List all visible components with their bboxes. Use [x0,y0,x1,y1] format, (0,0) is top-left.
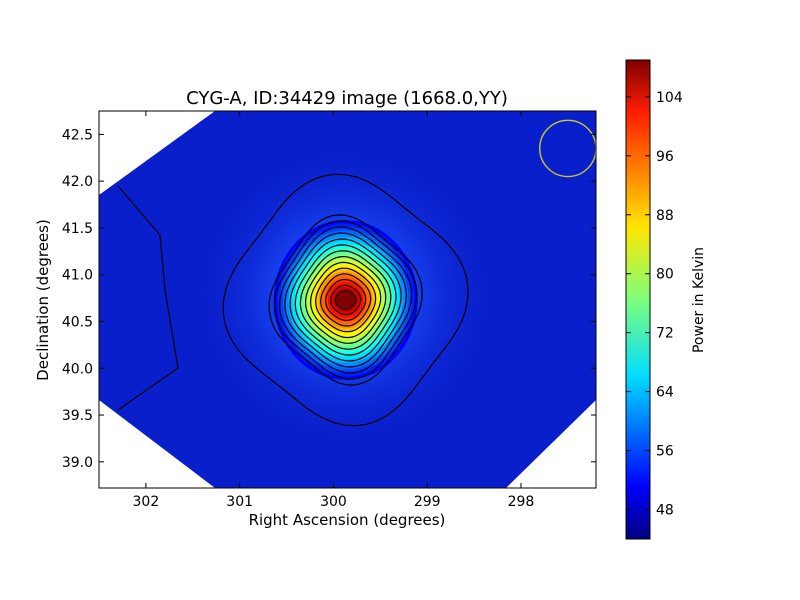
colorbar-frame [625,59,651,540]
plot-area: 302 301 300 299 298 39.0 39.5 40.0 40.5 41.0 41.5… [62,110,597,510]
contour-line [284,232,408,368]
x-axis-label: Right Ascension (degrees) [249,511,446,529]
contour-line [299,250,392,350]
contour-line [268,214,423,386]
heat-band [336,291,355,308]
y-tick-label: 39.5 [62,408,93,424]
colorbar-tick-label: 80 [656,267,674,283]
y-tick-label: 41.5 [62,221,93,237]
contour-line [334,290,357,310]
contour-line [330,284,362,316]
contour-line [305,255,387,344]
colorbar-label: Power in Kelvin [691,247,707,353]
contour-line [325,279,367,321]
contour-line [320,273,372,327]
x-tick-label: 301 [226,494,253,510]
contour-line [117,185,179,411]
contour-line [222,173,469,427]
x-tick-label: 299 [414,494,441,510]
x-tick-label: 302 [133,494,160,510]
colorbar-tick-label: 88 [656,208,674,224]
contour-line [315,267,377,333]
y-tick-label: 42.5 [62,127,93,143]
y-tick-label: 40.5 [62,314,93,330]
colorbar-tick-label: 72 [656,326,674,342]
y-tick-label: 41.0 [62,268,93,284]
contour-line [278,226,413,374]
contour-line [294,244,397,356]
colorbar-tick-label: 104 [656,90,683,106]
contour-line [309,261,382,339]
y-tick-label: 42.0 [62,174,93,190]
contour-line [289,238,402,362]
colorbar: 48 56 64 72 80 88 96 104 Power in Kelvin [625,59,707,540]
colorbar-tick-label: 56 [656,444,674,460]
colorbar-tick-label: 48 [656,503,674,519]
colorbar-tick-label: 96 [656,149,674,165]
y-tick-label: 40.0 [62,361,93,377]
y-axis-ticks: 39.0 39.5 40.0 40.5 41.0 41.5 42.0 42.5 [62,127,596,471]
heatmap-layer [273,219,418,380]
x-axis-ticks: 302 301 300 299 298 [133,111,535,510]
x-tick-label: 300 [320,494,347,510]
colorbar-ticks: 48 56 64 72 80 88 96 104 [626,90,683,519]
y-axis-label: Declination (degrees) [34,219,52,381]
x-tick-label: 298 [508,494,535,510]
chart-title: CYG-A, ID:34429 image (1668.0,YY) [186,88,508,109]
y-tick-label: 39.0 [62,455,93,471]
colorbar-gradient [626,60,650,539]
contour-layer [117,173,469,427]
plot-frame [98,110,597,489]
colorbar-tick-label: 64 [656,385,674,401]
contour-line [273,220,418,380]
